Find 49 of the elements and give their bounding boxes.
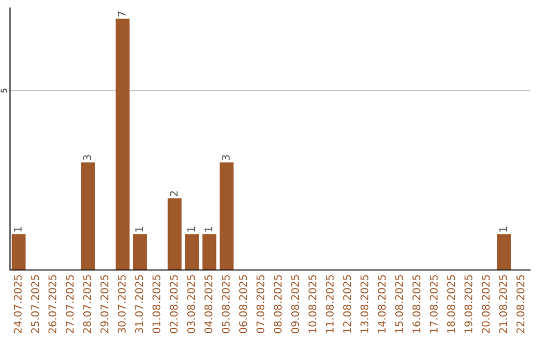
x-tick-label: 24.07.2025 xyxy=(14,275,22,334)
bar xyxy=(168,198,182,270)
bar xyxy=(116,18,130,270)
x-tick-label: 31.07.2025 xyxy=(135,275,144,334)
data-label: 1 xyxy=(499,227,507,232)
x-tick-label: 27.07.2025 xyxy=(66,275,74,334)
x-tick-label: 05.08.2025 xyxy=(222,275,230,334)
bar xyxy=(220,162,234,270)
x-tick-label: 03.08.2025 xyxy=(187,275,196,334)
data-label: 1 xyxy=(204,227,212,232)
x-tick-label: 09.08.2025 xyxy=(291,275,300,334)
x-tick-label: 07.08.2025 xyxy=(256,275,264,334)
x-tick-label: 30.07.2025 xyxy=(118,275,126,334)
x-tick-label: 11.08.2025 xyxy=(326,275,334,333)
x-tick-label: 14.08.2025 xyxy=(378,275,386,333)
bar xyxy=(185,234,199,270)
data-label: 3 xyxy=(222,155,230,160)
bar xyxy=(497,234,511,270)
x-tick-label: 04.08.2025 xyxy=(204,275,212,334)
bar xyxy=(12,234,26,270)
y-tick-label: 5 xyxy=(0,88,7,93)
x-tick-label: 08.08.2025 xyxy=(274,275,282,334)
x-tick-label: 13.08.2025 xyxy=(360,275,368,333)
x-tick-label: 21.08.2025 xyxy=(499,275,508,334)
x-tick-label: 26.07.2025 xyxy=(48,275,56,334)
bar xyxy=(202,234,216,270)
bar xyxy=(81,162,95,270)
data-label: 7 xyxy=(118,12,126,17)
x-tick-label: 01.08.2025 xyxy=(152,275,160,334)
data-label: 1 xyxy=(135,227,143,232)
x-tick-label: 20.08.2025 xyxy=(482,275,490,334)
x-tick-label: 28.07.2025 xyxy=(83,275,92,334)
x-tick-label: 25.07.2025 xyxy=(31,275,40,334)
x-tick-label: 12.08.2025 xyxy=(343,275,352,333)
x-tick-label: 19.08.2025 xyxy=(464,275,472,333)
x-tick-label: 18.08.2025 xyxy=(447,275,456,333)
x-tick-label: 06.08.2025 xyxy=(239,275,248,334)
x-tick-label: 10.08.2025 xyxy=(308,275,316,333)
x-tick-label: 15.08.2025 xyxy=(395,275,404,333)
bar xyxy=(133,234,147,270)
data-label: 2 xyxy=(170,191,178,196)
x-tick-label: 02.08.2025 xyxy=(170,275,178,334)
data-label: 1 xyxy=(187,227,195,232)
data-label: 1 xyxy=(14,227,22,232)
data-label: 3 xyxy=(83,155,92,160)
x-tick-label: 22.08.2025 xyxy=(516,275,524,334)
x-tick-label: 29.07.2025 xyxy=(100,275,108,334)
x-tick-label: 17.08.2025 xyxy=(430,275,438,333)
x-tick-label: 16.08.2025 xyxy=(412,275,420,333)
